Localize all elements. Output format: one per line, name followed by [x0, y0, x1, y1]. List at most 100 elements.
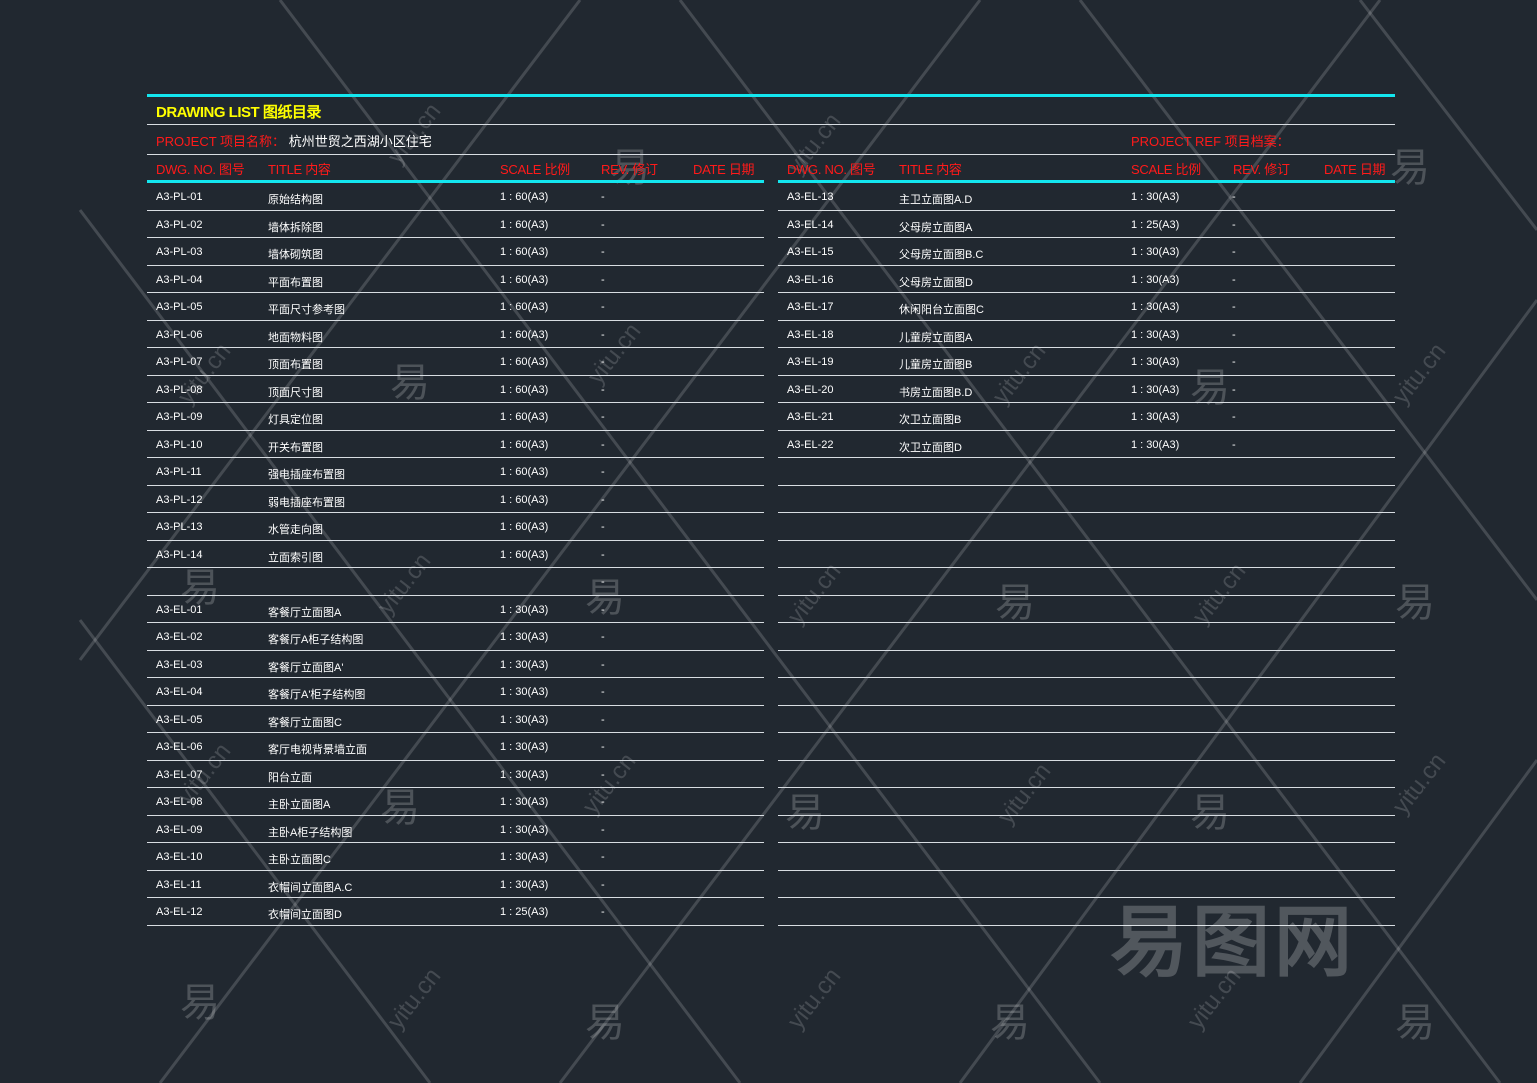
- row-divider: [147, 814, 764, 816]
- col-header-date: DATE 日期: [1324, 162, 1386, 177]
- row-divider: [778, 814, 1395, 816]
- cell-rev: -: [601, 768, 605, 781]
- cell-title: 原始结构图: [268, 194, 323, 206]
- row-divider: [778, 539, 1395, 541]
- cell-rev: -: [601, 466, 605, 478]
- row-divider: [147, 924, 764, 926]
- cell-scale: 1 : 60(A3): [500, 218, 549, 231]
- col-header-title: TITLE 内容: [268, 162, 331, 177]
- cell-rev: -: [601, 576, 605, 588]
- cell-scale: 1 : 30(A3): [1131, 383, 1180, 396]
- cell-no: A3-PL-09: [156, 411, 203, 423]
- cell-rev: -: [601, 658, 605, 671]
- cell-no: A3-EL-07: [156, 768, 203, 781]
- cell-title: 客餐厅A'柜子结构图: [268, 689, 366, 701]
- row-divider: [778, 347, 1395, 348]
- cell-title: 次卫立面图D: [899, 441, 962, 454]
- cell-no: A3-EL-22: [787, 438, 834, 451]
- cell-rev: -: [601, 741, 605, 753]
- cell-title: 主卫立面图A.D: [899, 194, 973, 206]
- watermark-char: 易: [380, 786, 420, 830]
- cell-title: 主卧A柜子结构图: [268, 826, 353, 839]
- col-header-rev: REV. 修订: [601, 162, 658, 177]
- row-divider: [147, 292, 764, 293]
- row-divider: [147, 787, 764, 788]
- cell-title: 客餐厅A柜子结构图: [268, 634, 364, 646]
- row-divider: [778, 677, 1395, 678]
- cell-scale: 1 : 30(A3): [500, 713, 549, 726]
- watermark-char: 易: [1395, 581, 1435, 625]
- cell-no: A3-EL-19: [787, 356, 834, 368]
- row-divider: [147, 319, 764, 321]
- row-divider: [147, 897, 764, 898]
- cell-scale: 1 : 30(A3): [500, 851, 549, 863]
- cell-title: 次卫立面图B: [899, 414, 962, 426]
- project-name: 杭州世贸之西湖小区住宅: [288, 134, 432, 149]
- cell-rev: -: [601, 218, 605, 231]
- watermark-char: 易: [585, 1001, 625, 1045]
- watermark-char: 易: [1190, 366, 1230, 410]
- row-divider: [147, 649, 764, 651]
- row-divider: [147, 264, 764, 266]
- cell-title: 儿童房立面图B: [899, 359, 973, 371]
- cell-rev: -: [1232, 328, 1236, 341]
- cell-rev: -: [601, 603, 605, 616]
- cell-rev: -: [601, 686, 605, 698]
- cell-no: A3-EL-06: [156, 741, 203, 753]
- cell-title: 主卧立面图A: [268, 799, 331, 811]
- cell-scale: 1 : 30(A3): [500, 741, 549, 753]
- row-divider: [147, 759, 764, 761]
- row-divider: [147, 484, 764, 486]
- row-divider: [778, 842, 1395, 843]
- cell-title: 弱电插座布置图: [268, 496, 345, 509]
- cell-rev: -: [601, 631, 605, 643]
- cell-no: A3-PL-12: [156, 493, 203, 506]
- cell-scale: 1 : 30(A3): [1131, 191, 1180, 203]
- cell-title: 衣帽间立面图D: [268, 909, 342, 921]
- cell-rev: -: [1232, 218, 1236, 231]
- row-divider: [147, 209, 764, 211]
- row-divider: [778, 264, 1395, 266]
- cell-rev: -: [1232, 273, 1236, 286]
- cell-no: A3-PL-02: [156, 218, 203, 231]
- watermark-domain: yitu.cn: [372, 548, 437, 620]
- col-header-title: TITLE 内容: [899, 162, 962, 177]
- cell-title: 墙体砌筑图: [268, 249, 323, 261]
- top-accent-line: [147, 94, 1395, 97]
- cell-rev: -: [1232, 356, 1236, 368]
- project-label: PROJECT 项目名称：: [156, 134, 286, 149]
- cell-scale: 1 : 30(A3): [500, 631, 549, 643]
- cell-title: 水管走向图: [268, 524, 323, 536]
- cell-no: A3-EL-13: [787, 191, 834, 203]
- cell-title: 儿童房立面图A: [899, 331, 973, 344]
- cell-no: A3-PL-11: [156, 466, 202, 478]
- cell-scale: 1 : 60(A3): [500, 438, 549, 451]
- cell-rev: -: [601, 328, 605, 341]
- project-ref-label: PROJECT REF 项目档案：: [1131, 134, 1290, 149]
- cell-scale: 1 : 30(A3): [500, 686, 549, 698]
- cell-no: A3-EL-14: [787, 218, 834, 231]
- row-divider: [778, 869, 1395, 871]
- row-divider: [778, 787, 1395, 788]
- cell-no: A3-EL-01: [156, 603, 203, 616]
- cell-scale: 1 : 30(A3): [1131, 273, 1180, 286]
- cell-scale: 1 : 60(A3): [500, 521, 549, 533]
- watermark-char: 易: [785, 791, 825, 835]
- cell-scale: 1 : 30(A3): [1131, 328, 1180, 341]
- cell-no: A3-PL-03: [156, 246, 203, 258]
- cell-no: A3-PL-01: [156, 191, 203, 203]
- row-divider: [147, 622, 764, 623]
- cell-scale: 1 : 30(A3): [1131, 246, 1180, 258]
- cell-rev: -: [1232, 383, 1236, 396]
- cell-no: A3-EL-21: [787, 411, 834, 423]
- watermark-char: 易: [990, 1001, 1030, 1045]
- cell-no: A3-EL-05: [156, 713, 203, 726]
- row-divider: [778, 704, 1395, 706]
- row-divider: [778, 622, 1395, 623]
- col-header-dwg-no: DWG. NO. 图号: [156, 162, 245, 177]
- row-divider: [778, 512, 1395, 513]
- cell-rev: -: [601, 301, 605, 313]
- row-divider: [778, 209, 1395, 211]
- row-divider: [147, 347, 764, 348]
- cell-rev: -: [601, 878, 605, 891]
